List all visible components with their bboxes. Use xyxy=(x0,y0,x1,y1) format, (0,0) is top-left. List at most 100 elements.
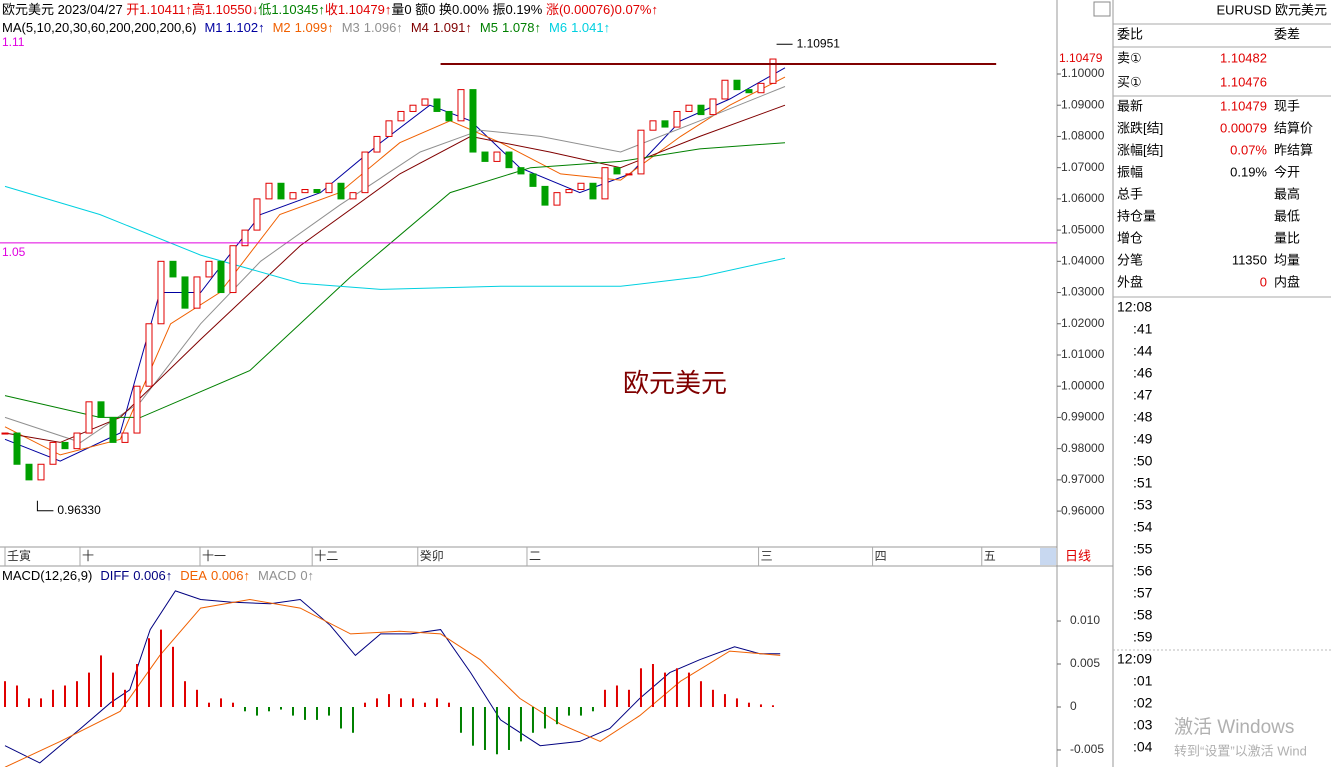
row-label: 振幅 xyxy=(1117,164,1143,179)
ma-line xyxy=(4,86,786,443)
candle xyxy=(709,98,717,116)
y-tick-label: -0.005 xyxy=(1070,742,1104,756)
tick-time: :01 xyxy=(1133,673,1153,689)
y-tick-label: 1.04000 xyxy=(1061,253,1105,267)
candle xyxy=(565,189,573,194)
panel-toggle[interactable] xyxy=(1093,1,1111,17)
candle xyxy=(337,182,345,200)
candle xyxy=(109,416,117,443)
scroll-slider[interactable] xyxy=(1040,548,1056,565)
legend-value: 1.041↑ xyxy=(571,20,610,35)
tick-time: 12:08 xyxy=(1117,299,1152,315)
candle xyxy=(313,189,321,194)
annotation-leader xyxy=(36,500,54,512)
quote-header: 欧元美元 2023/04/27 开1.10411↑高1.10550↓低1.103… xyxy=(2,2,658,17)
candle xyxy=(325,182,333,194)
candle xyxy=(577,182,585,191)
row-label: 昨结算 xyxy=(1274,142,1313,157)
legend-name: M4 xyxy=(411,20,429,35)
book-label: 买① xyxy=(1117,74,1142,89)
row-value: 1.10479 xyxy=(1220,98,1267,113)
tick-time: :04 xyxy=(1133,739,1153,755)
candle xyxy=(181,276,189,309)
x-tick-label: 癸卯 xyxy=(420,549,444,563)
candle xyxy=(469,89,477,153)
row-label: 最新 xyxy=(1117,98,1143,113)
ma-legend: MA(5,10,20,30,60,200,200,200,6) M1 1.102↑ M… xyxy=(2,20,610,35)
row-value: 0.19% xyxy=(1230,164,1267,179)
candle xyxy=(205,260,213,278)
candle xyxy=(301,189,309,194)
tick-time: :48 xyxy=(1133,409,1153,425)
tick-time: :56 xyxy=(1133,563,1153,579)
candle xyxy=(625,173,633,176)
tick-time: 12:09 xyxy=(1117,651,1152,667)
panel-title: EURUSD 欧元美元 xyxy=(1216,2,1327,17)
tick-time: :47 xyxy=(1133,387,1153,403)
y-tick-label: 1.00000 xyxy=(1061,378,1105,392)
candle xyxy=(637,129,645,175)
annotation: 0.96330 xyxy=(57,503,101,517)
tick-time: :50 xyxy=(1133,453,1153,469)
candle xyxy=(145,323,153,387)
candle xyxy=(433,98,441,112)
row-value: 11350 xyxy=(1232,252,1267,267)
candle xyxy=(277,182,285,200)
tick-time: :53 xyxy=(1133,497,1153,513)
candle xyxy=(745,89,753,94)
row-label: 量比 xyxy=(1274,230,1300,245)
y-tick-label: 1.01000 xyxy=(1061,347,1105,361)
activation-watermark: 激活 Windows xyxy=(1174,716,1294,738)
row-label: 外盘 xyxy=(1117,274,1143,289)
x-tick-label: 三 xyxy=(761,549,773,563)
candle xyxy=(757,82,765,94)
tick-time: :54 xyxy=(1133,519,1153,535)
tick-time: :51 xyxy=(1133,475,1153,491)
row-value: 0.00079 xyxy=(1220,120,1267,135)
candle xyxy=(97,401,105,418)
book-value: 1.10476 xyxy=(1220,74,1267,89)
legend-value: 1.078↑ xyxy=(502,20,541,35)
x-tick-label: 五 xyxy=(984,549,996,563)
candle xyxy=(673,110,681,128)
x-tick-label: 四 xyxy=(875,549,887,563)
period-tab[interactable]: 日线 xyxy=(1065,548,1091,563)
row-label: 持仓量 xyxy=(1117,208,1156,223)
candle xyxy=(133,385,141,434)
candle xyxy=(289,192,297,200)
candle xyxy=(613,167,621,175)
tick-time: :58 xyxy=(1133,607,1153,623)
candle xyxy=(493,151,501,162)
panel-label: 委差 xyxy=(1274,26,1300,41)
book-value: 1.10482 xyxy=(1220,50,1267,65)
y-tick-label: 0 xyxy=(1070,699,1077,713)
candle xyxy=(553,192,561,206)
x-tick-label: 壬寅 xyxy=(7,548,31,563)
ma-line xyxy=(4,67,786,462)
y-tick-label: 1.08000 xyxy=(1061,129,1105,143)
candle xyxy=(265,182,273,200)
y-tick-label: 1.03000 xyxy=(1061,285,1105,299)
tick-time: :44 xyxy=(1133,343,1153,359)
y-tick-label: 0.96000 xyxy=(1061,503,1105,517)
candle xyxy=(733,79,741,91)
candle xyxy=(505,151,513,169)
tick-time: :41 xyxy=(1133,321,1153,337)
candle xyxy=(445,110,453,122)
y-tick-label: 0.005 xyxy=(1070,656,1100,670)
candle xyxy=(721,79,729,100)
tick-time: :55 xyxy=(1133,541,1153,557)
x-tick-label: 十 xyxy=(82,549,94,563)
y-tick-label: 0.010 xyxy=(1070,613,1100,627)
legend-value: 0↑ xyxy=(300,568,314,583)
candle xyxy=(229,245,237,294)
candle xyxy=(373,135,381,153)
row-label: 分笔 xyxy=(1117,252,1143,267)
legend-value: 1.099↑ xyxy=(295,20,334,35)
annotation: 1.10951 xyxy=(797,36,841,50)
activation-watermark: 转到“设置”以激活 Wind xyxy=(1174,743,1307,758)
tick-time: :59 xyxy=(1133,629,1153,645)
candle xyxy=(421,98,429,106)
row-label: 最高 xyxy=(1274,186,1300,201)
quote-item: 高1.10550↓ xyxy=(192,2,259,17)
